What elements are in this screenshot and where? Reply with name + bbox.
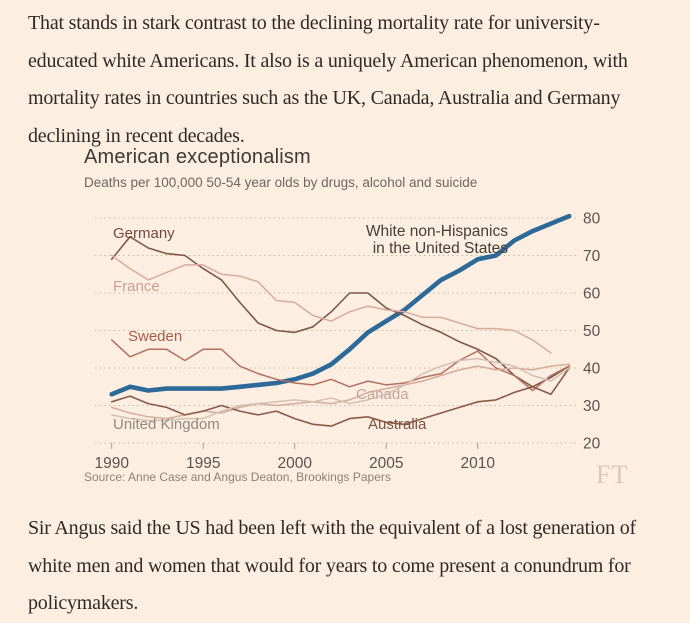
chart-subtitle: Deaths per 100,000 50-54 year olds by dr… [84,175,478,190]
series-line-sweden [110,339,570,392]
y-axis-tick-label: 20 [583,436,601,453]
series-label-australia: Australia [368,416,427,433]
x-axis-tick-label: 2010 [460,455,495,472]
paragraph-bottom: Sir Angus said the US had been left with… [28,510,636,623]
text-line: mortality rates in countries such as the… [28,87,621,109]
series-line-canada [110,363,570,420]
x-axis-tick-label: 1990 [94,455,129,472]
text-line: educated white Americans. It also is a u… [28,49,628,72]
y-axis-tick-label: 30 [583,398,601,415]
y-axis-tick-label: 50 [583,323,601,340]
series-label-us-white-non-hispanics: in the United States [373,240,509,257]
series-label-us-white-non-hispanics: White non-Hispanics [366,223,508,240]
series-label-sweden: Sweden [128,328,182,345]
series-line-united-kingdom [110,357,570,422]
series-line-france [110,254,552,354]
series-line-australia [110,367,571,427]
chart-title: American exceptionalism [84,146,311,168]
ft-watermark: FT [596,460,629,489]
series-line-germany [110,235,571,388]
series-line-us-white-non-hispanics [109,213,572,397]
y-axis-tick-label: 60 [583,286,601,303]
text-line: policymakers. [28,592,139,614]
series-label-germany: Germany [113,225,175,242]
text-line: That stands in stark contrast to the dec… [28,12,600,34]
y-axis-tick-label: 80 [583,211,601,228]
paragraph-top: That stands in stark contrast to the dec… [28,5,628,155]
series-label-united-kingdom: United Kingdom [113,416,220,433]
chart-canvas: 20 30 40 50 60 70 80 1990 1995 2000 2005 2010 White … [94,211,601,473]
text-line: Sir Angus said the US had been left with… [28,517,636,539]
y-axis-tick-label: 40 [583,361,601,378]
x-axis-tick-label: 1995 [186,455,220,472]
text-line: white men and women that would for years… [28,554,631,577]
x-axis-tick-label: 2005 [369,455,403,472]
chart-source: Source: Anne Case and Angus Deaton, Broo… [84,470,391,484]
y-axis-tick-label: 70 [583,248,601,265]
series-label-france: France [113,278,160,295]
text-line: declining in recent decades. [28,124,245,147]
x-axis-tick-label: 2000 [277,455,312,472]
